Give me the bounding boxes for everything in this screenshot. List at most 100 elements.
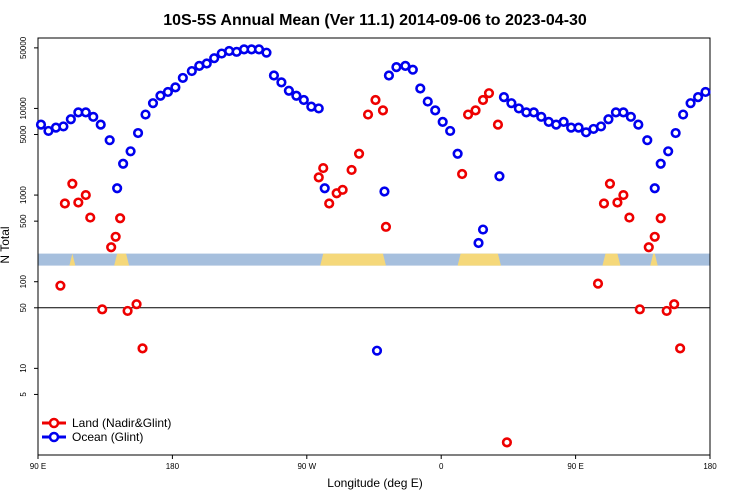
ocean-point-32 xyxy=(276,77,287,88)
ocean-point-9 xyxy=(104,135,115,146)
ocean-point-39 xyxy=(371,345,383,356)
ocean-point-54 xyxy=(513,103,524,114)
ocean-point-65 xyxy=(595,121,607,132)
ocean-point-71 xyxy=(642,135,653,146)
land-point-25 xyxy=(462,109,474,120)
land-point-17 xyxy=(337,184,348,195)
ocean-point-11 xyxy=(118,158,129,169)
land-point-36 xyxy=(624,212,635,223)
ocean-point-23 xyxy=(209,53,220,64)
y-tick-label-6: 5000 xyxy=(19,125,28,143)
ocean-point-13 xyxy=(132,127,144,139)
land-point-10 xyxy=(122,305,133,317)
y-tick-label-0: 5 xyxy=(19,392,28,397)
land-point-11 xyxy=(131,299,142,310)
land-point-7 xyxy=(106,242,117,253)
ocean-point-73 xyxy=(655,158,666,169)
land-point-35 xyxy=(618,189,629,201)
ocean-point-75 xyxy=(670,127,681,139)
y-axis: 5 10 50 100 500 1000 5000 10000 50000 xyxy=(19,36,38,397)
ocean-point-12 xyxy=(125,146,136,157)
x-tick-label-3: 0 xyxy=(439,462,444,471)
ocean-point-22 xyxy=(201,58,212,69)
ocean-point-79 xyxy=(700,86,711,98)
ocean-point-3 xyxy=(58,121,69,132)
map-land-4 xyxy=(602,253,621,266)
land-point-30 xyxy=(501,437,513,448)
land-point-26 xyxy=(470,105,481,116)
map-land-2 xyxy=(320,253,386,266)
land-point-24 xyxy=(457,168,468,180)
ocean-point-51 xyxy=(494,171,505,182)
land-point-2 xyxy=(67,178,78,189)
ocean-point-17 xyxy=(162,86,174,98)
land-point-1 xyxy=(59,198,70,209)
map-strip xyxy=(38,253,710,266)
land-point-39 xyxy=(649,231,660,242)
land-point-5 xyxy=(85,212,96,223)
ocean-point-18 xyxy=(170,82,181,93)
ocean-point-0 xyxy=(35,119,47,130)
legend-ocean-marker xyxy=(48,431,60,443)
land-point-29 xyxy=(492,119,504,130)
land-point-22 xyxy=(377,105,389,116)
ocean-point-57 xyxy=(536,111,547,122)
ocean-point-7 xyxy=(88,111,99,122)
ocean-point-16 xyxy=(155,90,166,101)
ocean-point-14 xyxy=(140,109,151,120)
ocean-point-20 xyxy=(186,65,197,77)
ocean-point-34 xyxy=(291,90,302,101)
ocean-point-46 xyxy=(422,96,433,107)
ocean-point-50 xyxy=(452,148,463,159)
legend-ocean-label: Ocean (Glint) xyxy=(72,430,143,444)
ocean-point-53 xyxy=(506,98,517,109)
ocean-point-43 xyxy=(400,60,411,71)
land-point-21 xyxy=(370,94,381,106)
ocean-point-60 xyxy=(558,116,569,127)
land-point-13 xyxy=(313,172,324,183)
ocean-point-72 xyxy=(649,183,660,194)
ocean-point-49 xyxy=(445,125,456,137)
y-tick-label-8: 50000 xyxy=(19,36,28,59)
x-tick-label-2: 90 W xyxy=(297,462,316,471)
ocean-point-68 xyxy=(618,107,629,118)
legend: Land (Nadir&Glint) Ocean (Glint) xyxy=(42,416,171,444)
ocean-point-30 xyxy=(261,47,272,58)
land-point-3 xyxy=(73,197,84,208)
ocean-point-19 xyxy=(177,72,188,84)
land-point-37 xyxy=(634,304,645,315)
land-point-20 xyxy=(362,109,374,120)
ocean-point-37 xyxy=(313,103,324,114)
land-point-32 xyxy=(598,198,610,209)
land-point-43 xyxy=(675,343,686,354)
y-tick-label-3: 100 xyxy=(19,274,28,288)
ocean-point-35 xyxy=(298,94,309,106)
map-land-0 xyxy=(69,253,76,266)
land-point-33 xyxy=(604,178,616,189)
ocean-point-38 xyxy=(319,183,330,194)
ocean-point-44 xyxy=(407,64,418,75)
y-axis-label: N Total xyxy=(0,226,12,263)
land-point-31 xyxy=(592,278,604,289)
ocean-point-77 xyxy=(685,98,696,109)
ocean-point-6 xyxy=(80,107,91,118)
plot-frame xyxy=(37,37,711,456)
map-land-3 xyxy=(457,253,501,266)
ocean-point-33 xyxy=(283,85,294,96)
y-tick-label-1: 10 xyxy=(19,363,28,372)
ocean-series xyxy=(35,44,711,356)
land-point-4 xyxy=(80,189,91,201)
ocean-point-78 xyxy=(692,92,704,103)
ocean-point-69 xyxy=(625,111,636,122)
ocean-point-45 xyxy=(415,83,426,94)
ocean-point-80 xyxy=(473,237,484,249)
land-point-40 xyxy=(655,213,666,224)
land-point-15 xyxy=(324,198,335,209)
legend-land-marker xyxy=(48,417,60,429)
ocean-point-66 xyxy=(603,114,614,125)
ocean-point-41 xyxy=(383,70,395,81)
land-point-6 xyxy=(97,304,108,315)
ocean-point-70 xyxy=(633,119,644,130)
land-point-14 xyxy=(318,162,329,174)
ocean-point-40 xyxy=(379,186,390,197)
